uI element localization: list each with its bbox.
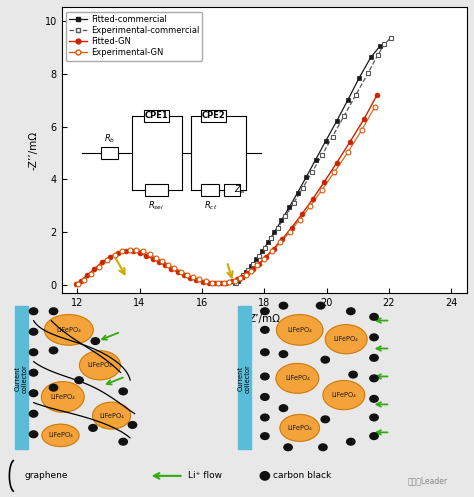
Bar xyxy=(238,306,251,449)
Circle shape xyxy=(261,308,269,315)
Text: 新能源Leader: 新能源Leader xyxy=(407,477,447,486)
Text: LiFePO₄: LiFePO₄ xyxy=(50,394,75,400)
Circle shape xyxy=(284,444,292,451)
Circle shape xyxy=(75,377,83,384)
Bar xyxy=(224,184,240,196)
Text: CPE2: CPE2 xyxy=(202,111,226,120)
X-axis label: Z’/mΩ: Z’/mΩ xyxy=(248,314,280,324)
Text: graphene: graphene xyxy=(24,471,68,481)
Ellipse shape xyxy=(42,424,79,446)
Circle shape xyxy=(29,411,38,417)
Text: LiFePO₄: LiFePO₄ xyxy=(287,425,312,431)
Y-axis label: -Z’’/mΩ: -Z’’/mΩ xyxy=(29,131,39,170)
Circle shape xyxy=(29,308,38,315)
Circle shape xyxy=(261,414,269,421)
Circle shape xyxy=(370,414,378,421)
Text: Current
collector: Current collector xyxy=(238,364,251,393)
Text: LiFePO₄: LiFePO₄ xyxy=(48,432,73,438)
Text: LiFePO₄: LiFePO₄ xyxy=(99,413,124,418)
Circle shape xyxy=(279,405,288,412)
Circle shape xyxy=(29,390,38,397)
Text: $R_{sei}$: $R_{sei}$ xyxy=(148,200,164,212)
Text: LiFePO₄: LiFePO₄ xyxy=(334,336,358,342)
Bar xyxy=(100,147,118,159)
Circle shape xyxy=(261,433,269,439)
Text: LiFePO₄: LiFePO₄ xyxy=(56,327,81,333)
Circle shape xyxy=(29,369,38,376)
Circle shape xyxy=(29,431,38,437)
Text: $R_b$: $R_b$ xyxy=(103,132,115,145)
Circle shape xyxy=(261,373,269,380)
Text: LiFePO₄: LiFePO₄ xyxy=(287,327,312,333)
Ellipse shape xyxy=(92,402,131,429)
Circle shape xyxy=(346,308,355,315)
Ellipse shape xyxy=(276,363,319,393)
Circle shape xyxy=(89,424,97,431)
Circle shape xyxy=(319,444,327,451)
Circle shape xyxy=(370,314,378,320)
Text: Current
collector: Current collector xyxy=(15,364,28,393)
Text: LiFePO₄: LiFePO₄ xyxy=(88,362,112,368)
Circle shape xyxy=(279,351,288,357)
Circle shape xyxy=(346,438,355,445)
Circle shape xyxy=(349,371,357,378)
Text: $Z_w$: $Z_w$ xyxy=(234,184,246,196)
Circle shape xyxy=(128,421,137,428)
Text: CPE1: CPE1 xyxy=(145,111,169,120)
Circle shape xyxy=(370,396,378,402)
Text: $R_{ct}$: $R_{ct}$ xyxy=(203,200,217,212)
Circle shape xyxy=(49,347,58,354)
Bar xyxy=(201,110,226,122)
Legend: Fitted-commercial, Experimental-commercial, Fitted-GN, Experimental-GN: Fitted-commercial, Experimental-commerci… xyxy=(66,11,202,61)
Circle shape xyxy=(260,472,270,480)
Ellipse shape xyxy=(325,325,367,354)
Ellipse shape xyxy=(41,382,84,412)
Circle shape xyxy=(49,308,58,315)
Circle shape xyxy=(279,302,288,309)
Text: LiFePO₄: LiFePO₄ xyxy=(331,392,356,398)
Ellipse shape xyxy=(45,315,93,345)
Circle shape xyxy=(119,438,128,445)
Circle shape xyxy=(29,349,38,356)
Circle shape xyxy=(119,388,128,395)
Bar xyxy=(201,184,219,196)
Circle shape xyxy=(29,329,38,335)
Circle shape xyxy=(370,334,378,341)
Circle shape xyxy=(317,302,325,309)
Circle shape xyxy=(261,394,269,401)
Circle shape xyxy=(261,349,269,356)
Circle shape xyxy=(91,338,100,344)
Circle shape xyxy=(321,416,329,422)
Bar xyxy=(144,110,169,122)
Circle shape xyxy=(321,356,329,363)
Circle shape xyxy=(370,433,378,439)
Circle shape xyxy=(49,384,58,391)
Ellipse shape xyxy=(276,315,323,345)
Ellipse shape xyxy=(80,351,120,380)
Text: LiFePO₄: LiFePO₄ xyxy=(285,375,310,381)
Circle shape xyxy=(370,354,378,361)
Ellipse shape xyxy=(280,414,319,441)
Text: Li⁺ flow: Li⁺ flow xyxy=(188,471,222,481)
Ellipse shape xyxy=(323,381,365,410)
Circle shape xyxy=(370,375,378,382)
Text: carbon black: carbon black xyxy=(273,471,331,481)
Circle shape xyxy=(261,327,269,333)
Bar xyxy=(15,306,28,449)
Bar xyxy=(145,184,168,196)
